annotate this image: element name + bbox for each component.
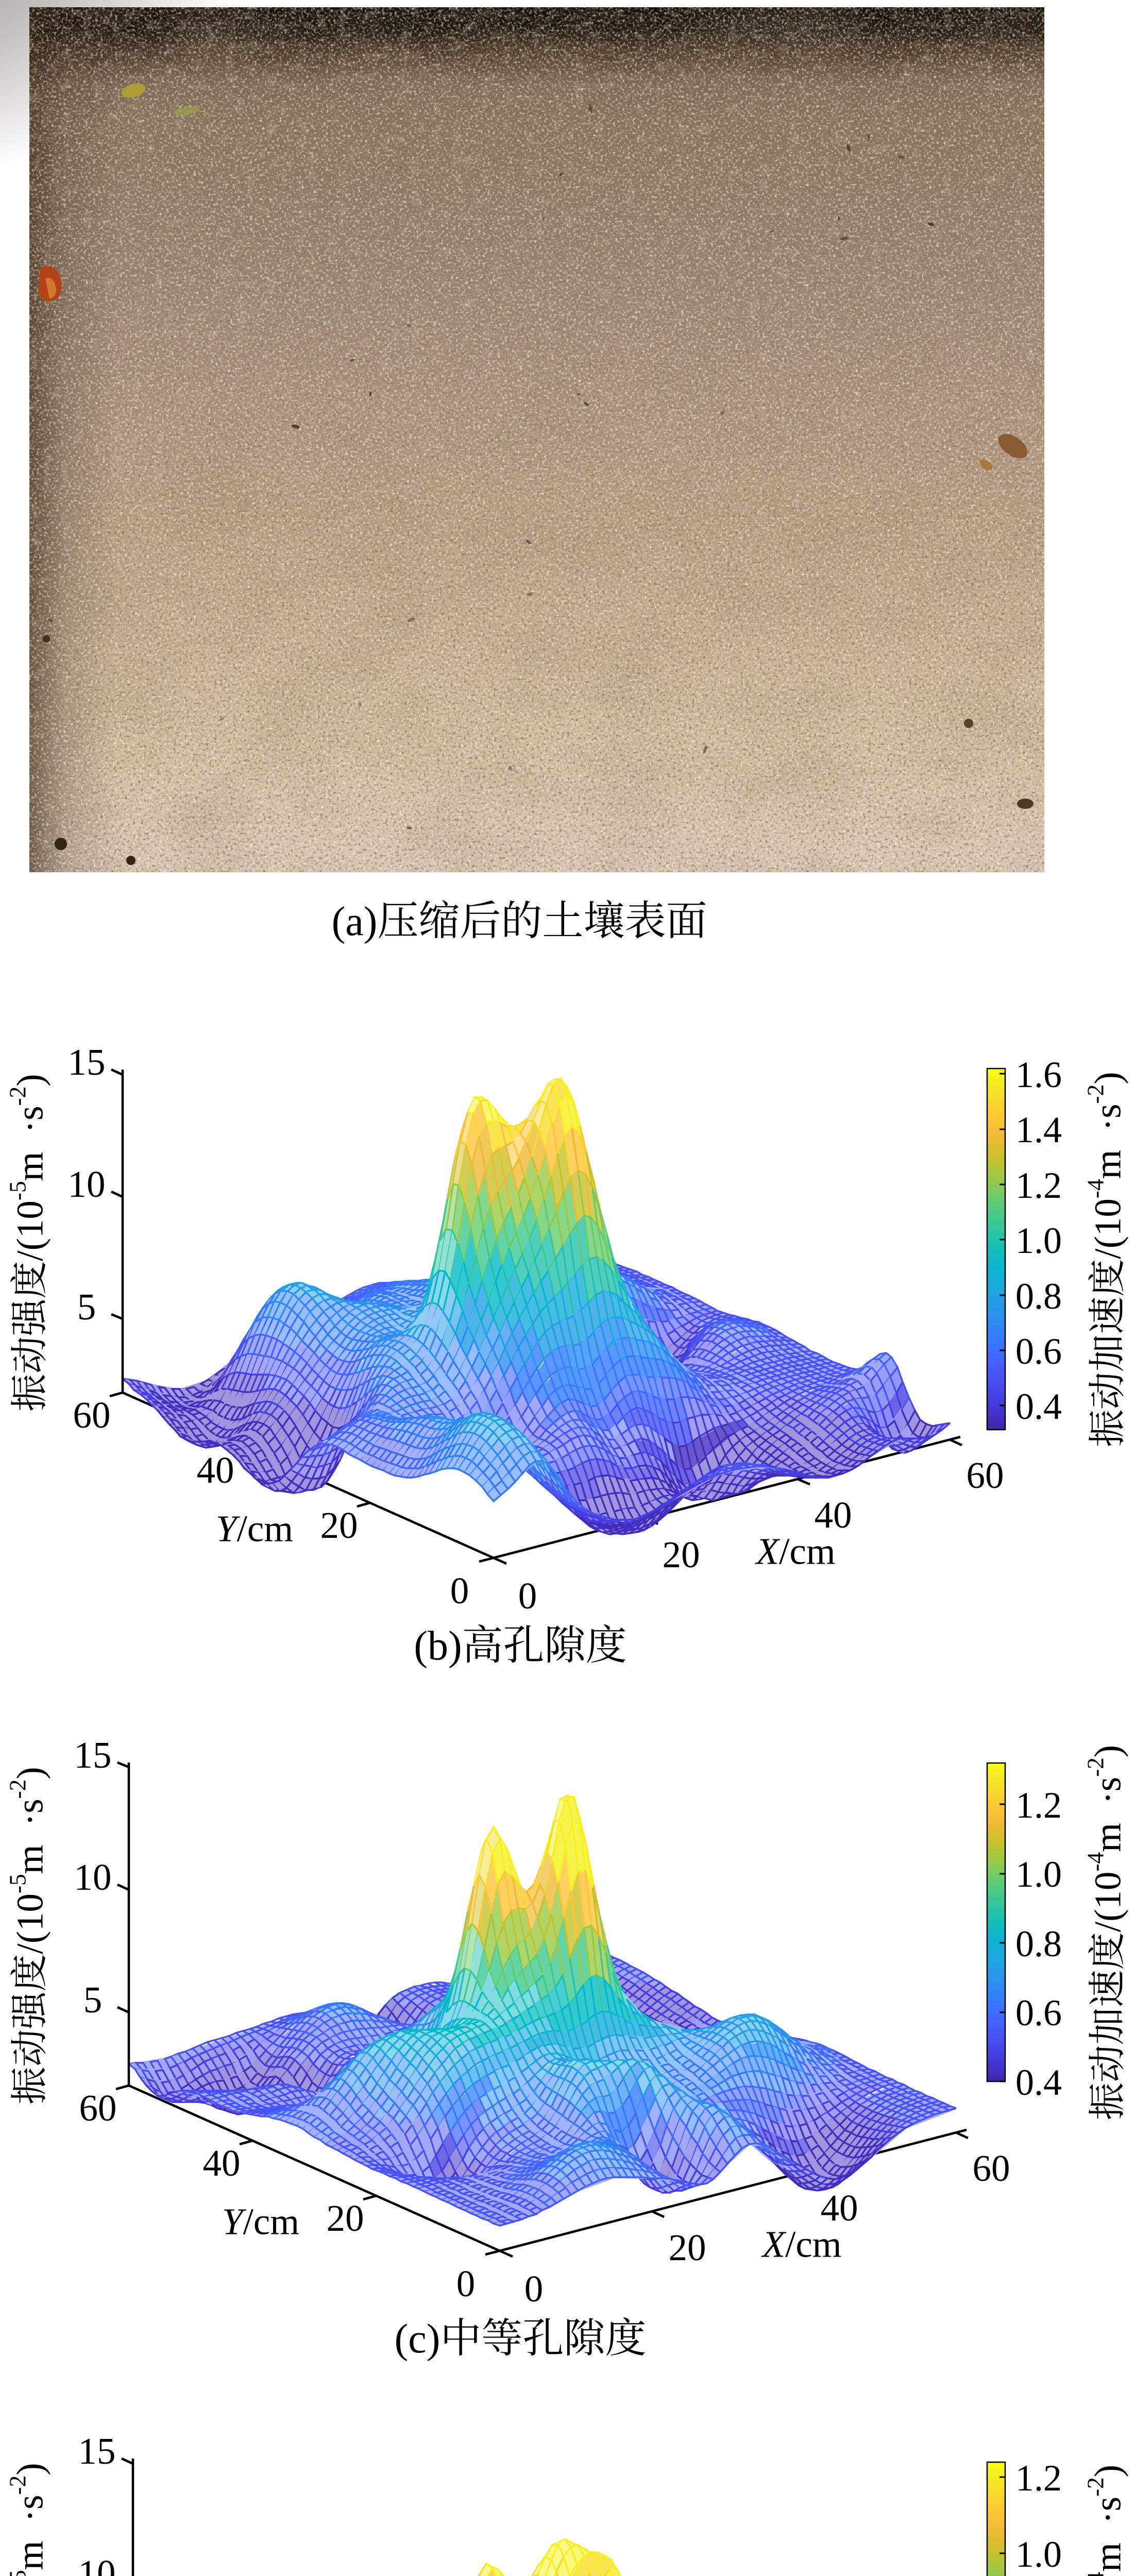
svg-text:60: 60 — [79, 2087, 117, 2129]
svg-text:-2: -2 — [5, 1087, 30, 1106]
svg-text:m: m — [1087, 1823, 1128, 1852]
svg-text:m: m — [1087, 1150, 1128, 1179]
svg-text:X: X — [761, 2223, 787, 2265]
svg-text:/cm: /cm — [785, 2223, 841, 2265]
svg-text:20: 20 — [327, 2197, 364, 2239]
svg-text:): ) — [1087, 2465, 1128, 2477]
svg-text:-2: -2 — [5, 1780, 30, 1799]
svg-text:m: m — [9, 1152, 50, 1181]
svg-text:(b): (b) — [414, 1623, 462, 1669]
svg-text:X: X — [755, 1530, 781, 1572]
svg-text:-4: -4 — [1082, 1852, 1108, 1872]
svg-text:·s: ·s — [1087, 2497, 1128, 2524]
svg-text:0: 0 — [518, 1575, 537, 1617]
svg-text:-5: -5 — [5, 2570, 30, 2576]
svg-text:40: 40 — [815, 1494, 852, 1536]
svg-text:40: 40 — [203, 2142, 241, 2184]
svg-text:10: 10 — [78, 2552, 116, 2576]
svg-text:0.4: 0.4 — [1015, 1386, 1062, 1427]
svg-text:20: 20 — [669, 2227, 706, 2268]
svg-text:·s: ·s — [9, 1799, 50, 1826]
svg-text:-2: -2 — [1082, 1757, 1108, 1777]
svg-text:(a): (a) — [332, 899, 378, 944]
svg-text:0.8: 0.8 — [1015, 1923, 1062, 1964]
svg-text:1.0: 1.0 — [1015, 1854, 1062, 1895]
svg-text:1.2: 1.2 — [1015, 1165, 1062, 1206]
svg-text:1.4: 1.4 — [1015, 1109, 1062, 1150]
svg-text:(c): (c) — [395, 2316, 441, 2362]
svg-text:): ) — [9, 1074, 50, 1086]
svg-text:1.0: 1.0 — [1015, 1220, 1062, 1261]
svg-text:-5: -5 — [5, 1874, 30, 1893]
svg-text:/cm: /cm — [237, 1507, 293, 1549]
svg-text:): ) — [9, 2463, 50, 2475]
svg-text:/(10: /(10 — [1087, 1872, 1128, 1933]
svg-text:0.6: 0.6 — [1015, 1331, 1062, 1372]
svg-text:0.4: 0.4 — [1015, 2062, 1062, 2103]
svg-text:1.6: 1.6 — [1015, 1054, 1062, 1095]
svg-text:40: 40 — [821, 2187, 858, 2229]
svg-text:/cm: /cm — [779, 1530, 835, 1572]
svg-text:-4: -4 — [1082, 2572, 1108, 2576]
svg-text:-4: -4 — [1082, 1179, 1108, 1198]
svg-text:0.8: 0.8 — [1015, 1276, 1062, 1317]
svg-text:): ) — [1087, 1072, 1128, 1084]
svg-text:0: 0 — [524, 2268, 544, 2310]
svg-text:): ) — [9, 1767, 50, 1779]
svg-text:20: 20 — [320, 1504, 358, 1546]
svg-text:1.2: 1.2 — [1015, 1785, 1062, 1826]
svg-text:40: 40 — [197, 1449, 234, 1491]
svg-text:·s: ·s — [9, 2495, 50, 2522]
svg-text:Y: Y — [216, 1507, 241, 1549]
svg-text:): ) — [1087, 1745, 1128, 1757]
svg-text:0.6: 0.6 — [1015, 1992, 1062, 2033]
svg-text:/cm: /cm — [243, 2200, 299, 2242]
svg-text:1.2: 1.2 — [1015, 2458, 1062, 2499]
svg-text:10: 10 — [68, 1163, 106, 1205]
svg-text:/(10: /(10 — [1087, 1198, 1128, 1259]
svg-text:5: 5 — [77, 1286, 96, 1328]
svg-text:·s: ·s — [1087, 1104, 1128, 1131]
svg-text:1.0: 1.0 — [1015, 2534, 1062, 2575]
svg-text:5: 5 — [83, 1979, 103, 2021]
svg-text:m: m — [9, 2541, 50, 2570]
svg-text:Y: Y — [222, 2200, 247, 2242]
svg-text:0: 0 — [450, 1570, 469, 1612]
svg-text:/(10: /(10 — [9, 1893, 50, 1954]
svg-text:60: 60 — [973, 2147, 1010, 2189]
svg-text:15: 15 — [78, 2430, 116, 2472]
svg-text:-5: -5 — [5, 1181, 30, 1200]
svg-text:15: 15 — [74, 1734, 112, 1776]
svg-text:/(10: /(10 — [9, 1200, 50, 1261]
svg-text:15: 15 — [68, 1041, 106, 1083]
svg-text:-2: -2 — [1082, 2477, 1108, 2497]
svg-text:60: 60 — [73, 1394, 111, 1436]
svg-text:m: m — [9, 1845, 50, 1874]
svg-text:-2: -2 — [1082, 1084, 1108, 1104]
svg-text:10: 10 — [74, 1856, 112, 1898]
svg-text:-2: -2 — [5, 2476, 30, 2495]
svg-text:0: 0 — [456, 2263, 476, 2304]
svg-text:20: 20 — [663, 1534, 700, 1575]
svg-text:·s: ·s — [9, 1106, 50, 1133]
svg-text:60: 60 — [967, 1454, 1004, 1496]
svg-text:m: m — [1087, 2543, 1128, 2572]
svg-text:·s: ·s — [1087, 1777, 1128, 1804]
